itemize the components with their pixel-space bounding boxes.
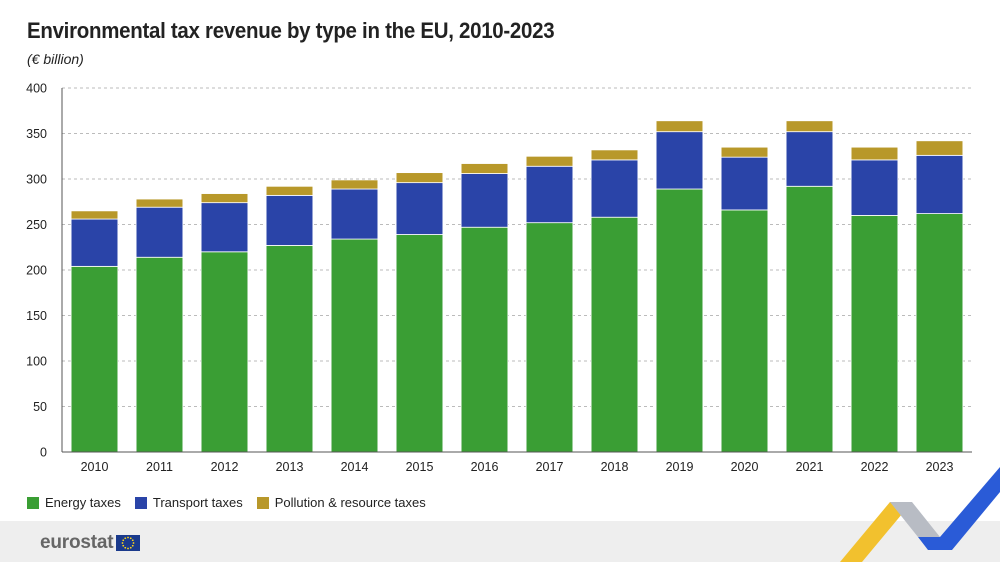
x-tick-label-2016: 2016 [471,460,499,474]
y-tick-label-250: 250 [26,218,47,232]
bar-pollution-2011 [135,198,184,208]
bar-transport-2018 [590,159,639,218]
bar-energy-2021 [785,185,834,453]
x-tick-label-2020: 2020 [731,460,759,474]
y-tick-label-350: 350 [26,127,47,141]
x-tick-label-2014: 2014 [341,460,369,474]
y-tick-label-100: 100 [26,355,47,369]
x-tick-label-2010: 2010 [81,460,109,474]
x-tick-label-2015: 2015 [406,460,434,474]
x-tick-label-2013: 2013 [276,460,304,474]
bar-pollution-2017 [525,155,574,167]
bar-transport-2022 [850,159,899,216]
legend-label-pollution: Pollution & resource taxes [274,495,426,510]
bar-energy-2020 [720,209,769,453]
bar-transport-2017 [525,165,574,224]
x-tick-label-2018: 2018 [601,460,629,474]
bar-transport-2010 [70,218,119,267]
bar-transport-2021 [785,131,834,187]
bar-transport-2011 [135,206,184,258]
x-tick-label-2019: 2019 [666,460,694,474]
bar-pollution-2021 [785,120,834,133]
bar-energy-2022 [850,214,899,453]
bar-energy-2018 [590,216,639,453]
legend-item-transport: Transport taxes [134,495,243,510]
legend-swatch-transport [134,496,147,509]
bar-transport-2014 [330,188,379,240]
eurostat-logo: eurostat [40,532,141,554]
bar-transport-2013 [265,194,314,246]
bar-energy-2015 [395,234,444,453]
y-tick-label-150: 150 [26,309,47,323]
stacked-bar-chart: 0 50 100 150 200 250 300 350 400 2010 2011 2012 2013… [26,82,972,474]
bar-energy-2012 [200,251,249,453]
legend-label-transport: Transport taxes [152,495,243,510]
bar-transport-2020 [720,156,769,211]
y-tick-label-200: 200 [26,264,47,278]
bar-energy-2019 [655,188,704,453]
legend-item-pollution: Pollution & resource taxes [256,495,426,510]
bar-pollution-2022 [850,146,899,161]
x-tick-label-2023: 2023 [926,460,954,474]
chart-title: Environmental tax revenue by type in the… [27,18,555,43]
bar-energy-2023 [915,213,964,453]
bar-pollution-2019 [655,120,704,133]
bar-pollution-2020 [720,146,769,158]
legend: Energy taxes Transport taxes Pollution &… [27,495,440,510]
bar-transport-2016 [460,173,509,228]
bar-energy-2014 [330,238,379,453]
x-tick-label-2012: 2012 [211,460,239,474]
footer-bar: eurostat [0,521,1000,562]
bar-transport-2015 [395,182,444,235]
x-tick-label-2022: 2022 [861,460,889,474]
legend-item-energy: Energy taxes [27,495,121,510]
bar-energy-2013 [265,245,314,453]
bar-transport-2023 [915,154,964,214]
eu-flag-icon [116,535,141,551]
legend-swatch-pollution [256,496,269,509]
bar-pollution-2015 [395,172,444,184]
bar-energy-2016 [460,226,509,453]
y-tick-label-300: 300 [26,173,47,187]
legend-swatch-energy [27,496,39,509]
y-tick-label-0: 0 [40,446,47,460]
bar-pollution-2016 [460,163,509,174]
logo-text: eurostat [40,532,114,553]
x-tick-label-2011: 2011 [146,460,173,474]
bar-pollution-2012 [200,193,249,204]
bar-energy-2010 [70,265,119,453]
legend-label-energy: Energy taxes [45,495,121,510]
x-tick-label-2017: 2017 [536,460,564,474]
y-tick-label-50: 50 [33,400,47,414]
y-tick-label-400: 400 [26,82,47,96]
bar-pollution-2014 [330,179,379,190]
decorative-chevron-graphic [840,467,1000,562]
chart-subtitle: (€ billion) [27,51,84,67]
bar-transport-2019 [655,131,704,190]
bar-pollution-2010 [70,210,119,220]
x-tick-label-2021: 2021 [796,460,824,474]
bar-pollution-2013 [265,185,314,196]
bar-transport-2012 [200,202,249,253]
bar-energy-2011 [135,256,184,453]
bar-pollution-2018 [590,149,639,161]
bar-pollution-2023 [915,140,964,156]
bar-energy-2017 [525,222,574,453]
